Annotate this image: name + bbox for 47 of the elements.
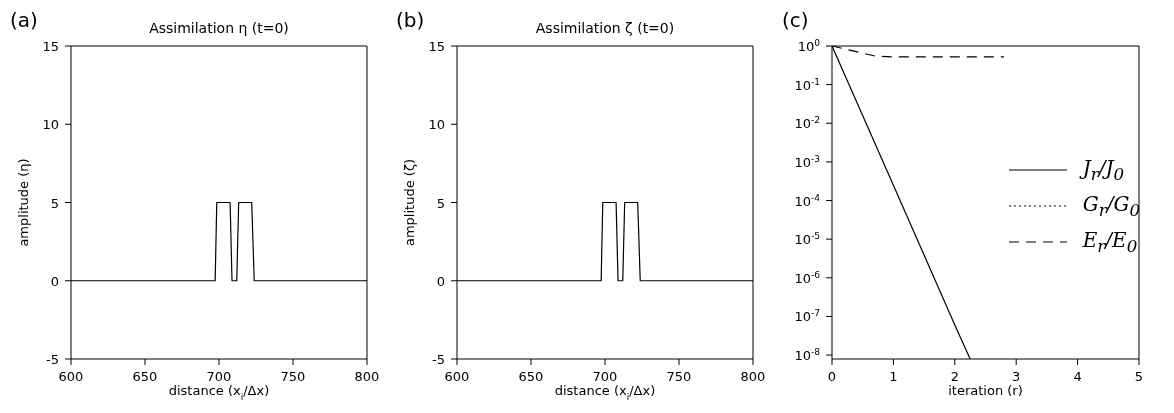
y-tick-label: 10$^{-8}$ <box>794 347 821 364</box>
x-tick-label: 750 <box>280 369 306 384</box>
y-axis-title: amplitude (η) <box>16 158 31 247</box>
x-tick-label: 4 <box>1073 369 1082 384</box>
x-tick-label: 0 <box>827 369 837 384</box>
y-tick-label: -5 <box>432 352 445 367</box>
y-tick-label: -5 <box>46 352 59 367</box>
x-tick-label: 800 <box>354 369 380 384</box>
y-tick-label: 10$^{-5}$ <box>794 231 820 248</box>
y-tick-label: 10$^{-3}$ <box>794 153 821 170</box>
x-tick-label: 3 <box>1012 369 1021 384</box>
y-tick-label: 10 <box>42 117 59 133</box>
text: (c) <box>782 8 809 32</box>
x-axis-title: iteration (r) <box>948 383 1023 398</box>
chart-title: Assimilation η (t=0) <box>148 20 290 36</box>
y-tick-label: 10 <box>428 117 445 133</box>
y-tick-label: 10$^{-4}$ <box>794 192 821 209</box>
y-tick-label: 10$^{-6}$ <box>794 269 821 286</box>
chart-title: Assimilation ζ (t=0) <box>534 20 676 36</box>
x-tick-label: 800 <box>740 369 766 384</box>
y-tick-label: 5 <box>50 195 59 211</box>
x-tick-label: 600 <box>58 369 84 384</box>
x-tick-label: 5 <box>1134 369 1144 384</box>
legend-label: E$_{r}$/E$_{0}$ <box>1082 228 1138 256</box>
y-tick-label: 15 <box>42 39 59 54</box>
x-tick-label: 2 <box>950 369 959 384</box>
x-tick-label: 700 <box>592 369 618 384</box>
y-tick-label: 10$^{0}$ <box>797 38 821 54</box>
y-tick-label: 10$^{-1}$ <box>794 76 820 93</box>
y-tick-label: 15 <box>428 39 445 54</box>
y-axis-title: amplitude (ζ) <box>402 158 417 247</box>
y-tick-label: 10$^{-2}$ <box>794 115 820 132</box>
x-tick-label: 600 <box>444 369 470 384</box>
x-tick-label: 650 <box>518 369 544 384</box>
text: (b) <box>396 8 425 32</box>
x-axis-title: distance (x$_{i}$/Δx) <box>554 383 656 402</box>
text: (a) <box>10 8 38 32</box>
x-tick-label: 750 <box>666 369 692 384</box>
y-tick-label: 5 <box>436 195 445 211</box>
x-tick-label: 700 <box>206 369 232 384</box>
x-tick-label: 650 <box>132 369 158 384</box>
y-tick-label: 10$^{-7}$ <box>794 308 821 325</box>
x-axis-title: distance (x$_{i}$/Δx) <box>168 383 270 402</box>
x-tick-label: 1 <box>889 369 898 384</box>
legend-label: G$_{r}$/G$_{0}$ <box>1082 192 1140 220</box>
y-tick-label: 0 <box>50 273 59 289</box>
y-tick-label: 0 <box>436 273 445 289</box>
